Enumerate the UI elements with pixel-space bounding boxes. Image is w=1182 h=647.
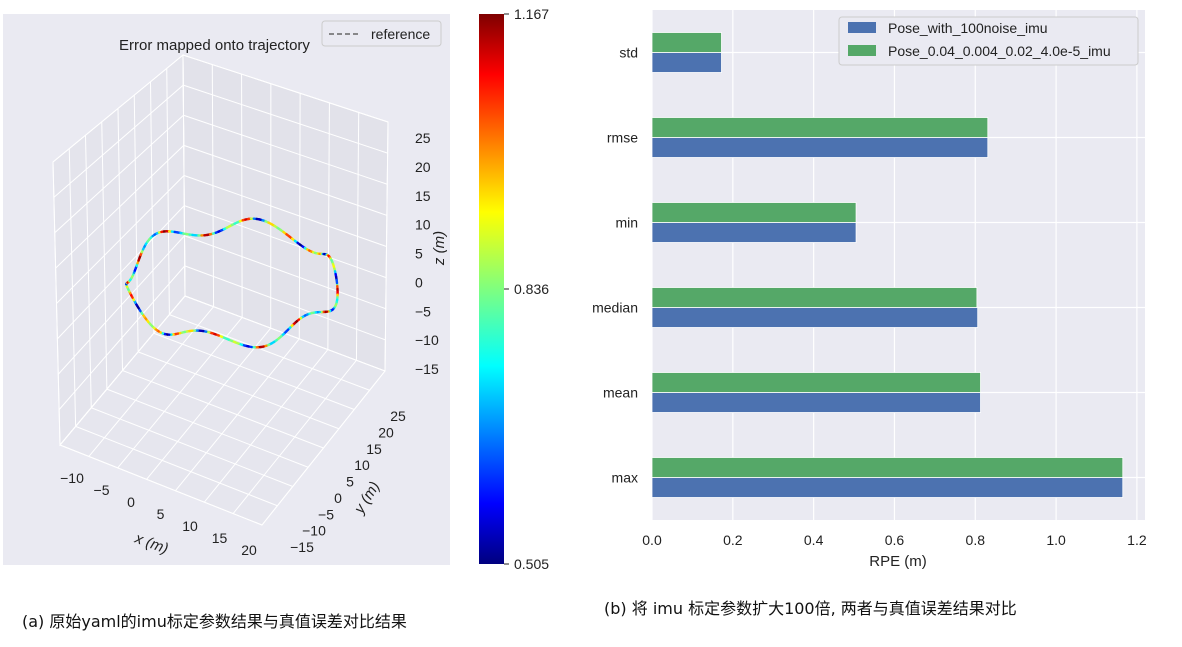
category-label: mean (603, 385, 638, 401)
x-tick-label: −5 (94, 482, 110, 498)
bar-x-tick-label: 1.2 (1127, 532, 1147, 548)
y-tick-label: 25 (390, 408, 406, 424)
y-tick-label: −10 (302, 523, 326, 539)
y-tick-label: 15 (366, 441, 382, 457)
x-tick-label: 10 (182, 518, 198, 534)
rpe-bar-chart: max mean median min rmse std 0.0 0.2 0.4 0.6 0.8 1… (592, 10, 1147, 570)
bar-max-series-1 (651, 477, 1124, 498)
bar-min-series-1 (651, 222, 857, 243)
z-axis-label: z (m) (431, 231, 448, 266)
bar-std-series-2 (651, 32, 722, 53)
caption-a: (a) 原始yaml的imu标定参数结果与真值误差对比结果 (22, 612, 407, 631)
legend-3d-box (321, 20, 442, 47)
bar-rmse-series-1 (651, 137, 989, 158)
y-tick-label: −15 (290, 539, 314, 555)
grid-line-y (52, 161, 263, 526)
bar-x-tick-label: 1.0 (1046, 532, 1066, 548)
y-tick-label: −5 (318, 506, 334, 522)
x-tick-label: −10 (60, 470, 84, 486)
bar-x-tick-label: 0.6 (885, 532, 905, 548)
grid-line-y (133, 95, 340, 430)
bar-x-tick-label: 0.0 (642, 532, 662, 548)
z-tick-label: 25 (415, 130, 431, 146)
bar-x-tick-label: 0.2 (723, 532, 743, 548)
z-tick-label: 10 (415, 217, 431, 233)
x-tick-labels: −10 −5 0 5 10 15 20 (60, 470, 257, 558)
grid-line-y (68, 148, 278, 507)
z-tick-label: 5 (415, 246, 423, 262)
category-labels: max mean median min rmse std (592, 45, 638, 486)
bar-median-series-2 (651, 287, 978, 308)
bars (651, 32, 1124, 498)
grid-line-y (182, 54, 386, 372)
y-tick-label: 20 (378, 424, 394, 440)
colorbar: 1.167 0.836 0.505 (479, 6, 549, 572)
bar-x-tick-label: 0.8 (966, 532, 986, 548)
x-tick-label: 20 (241, 542, 257, 558)
grid-3d (52, 54, 389, 526)
bar-rmse-series-2 (651, 117, 989, 138)
colorbar-tick-label: 0.505 (514, 556, 549, 572)
bar-min-series-2 (651, 202, 857, 223)
trajectory-3d-plot: reference Error mapped onto trajectory −… (3, 14, 450, 565)
z-tick-label: 20 (415, 159, 431, 175)
grid-line-y (85, 135, 293, 487)
bar-max-series-2 (651, 457, 1124, 478)
bar-legend-box (838, 16, 1139, 66)
z-tick-labels: 25 20 15 10 5 0 −5 −10 −15 (415, 130, 439, 377)
legend-series-2-swatch (848, 45, 876, 56)
bar-median-series-1 (651, 307, 979, 328)
category-label: std (619, 45, 638, 61)
category-label: min (615, 215, 638, 231)
colorbar-tick-label: 0.836 (514, 281, 549, 297)
x-tick-label: 15 (212, 530, 228, 546)
category-label: rmse (607, 130, 638, 146)
y-tick-label: 10 (354, 457, 370, 473)
bar-x-tick-label: 0.4 (804, 532, 824, 548)
legend-series-2-label: Pose_0.04_0.004_0.02_4.0e-5_imu (888, 43, 1111, 59)
caption-b: (b) 将 imu 标定参数扩大100倍, 两者与真值误差结果对比 (604, 599, 1017, 618)
x-tick-label: 5 (157, 506, 165, 522)
plot3d-title: Error mapped onto trajectory (119, 37, 310, 54)
y-tick-label: 0 (334, 490, 342, 506)
legend-3d: reference (321, 20, 442, 47)
z-tick-label: −15 (415, 361, 439, 377)
grid-line-y (101, 121, 309, 468)
category-label: max (612, 470, 638, 486)
legend-series-1-label: Pose_with_100noise_imu (888, 20, 1048, 36)
bar-mean-series-1 (651, 392, 981, 413)
grid-line-y (150, 81, 355, 410)
bar-std-series-1 (651, 52, 722, 73)
grid-line-y (166, 68, 370, 391)
y-tick-label: 5 (346, 474, 354, 490)
trajectory-line (125, 217, 339, 349)
colorbar-ticks: 1.167 0.836 0.505 (504, 6, 549, 572)
z-tick-label: 15 (415, 188, 431, 204)
z-tick-label: −10 (415, 332, 439, 348)
bar-mean-series-2 (651, 372, 981, 393)
legend-reference-label: reference (371, 26, 430, 42)
grid-line-y (117, 108, 324, 449)
x-tick-labels-bar: 0.0 0.2 0.4 0.6 0.8 1.0 1.2 (642, 532, 1147, 548)
bar-legend: Pose_with_100noise_imu Pose_0.04_0.004_0… (838, 16, 1139, 66)
legend-series-1-swatch (848, 22, 876, 33)
z-tick-label: −5 (415, 303, 431, 319)
bar-plot-area (652, 10, 1145, 520)
x-tick-label: 0 (127, 494, 135, 510)
colorbar-gradient (479, 14, 504, 564)
z-tick-label: 0 (415, 274, 423, 290)
bar-x-axis-label: RPE (m) (869, 553, 927, 570)
category-label: median (592, 300, 638, 316)
colorbar-tick-label: 1.167 (514, 6, 549, 22)
